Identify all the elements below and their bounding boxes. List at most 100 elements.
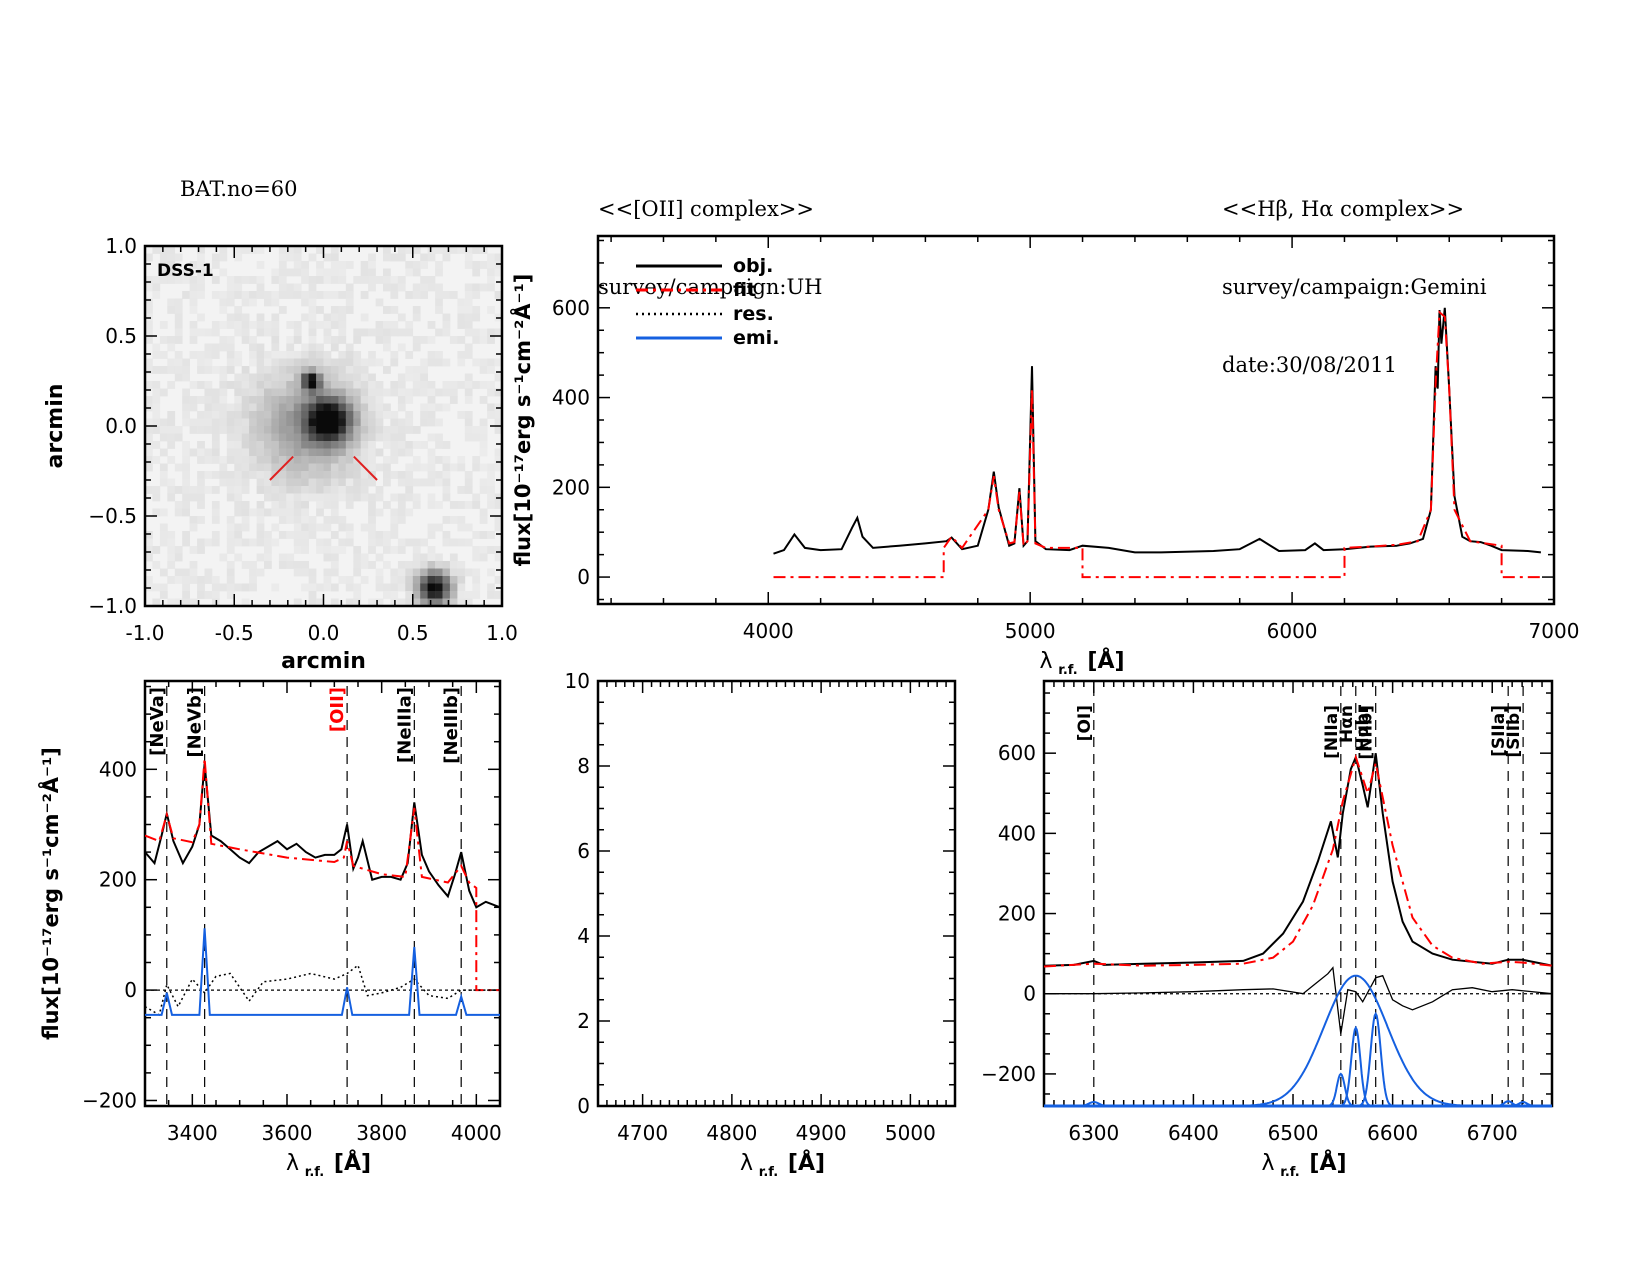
image-pixel: [435, 553, 443, 562]
halpha-ytick-label: −200: [981, 1062, 1036, 1086]
xlabel-lambda: λ: [1039, 649, 1052, 674]
image-pixel: [278, 478, 287, 487]
image-pixel: [145, 531, 153, 539]
image-pixel: [293, 366, 302, 374]
oii-ytick-label: 400: [99, 757, 137, 781]
image-pixel: [286, 471, 295, 479]
image-pixel: [420, 261, 428, 269]
image-pixel: [278, 246, 287, 254]
image-pixel: [420, 411, 428, 419]
image-pixel: [197, 418, 205, 427]
image-pixel: [368, 478, 376, 487]
oii-title: <<[OII] complex>>: [598, 197, 814, 221]
image-pixel: [249, 298, 257, 307]
image-pixel: [405, 493, 414, 502]
image-pixel: [182, 448, 190, 457]
image-pixel: [464, 253, 473, 262]
image-pixel: [264, 426, 272, 434]
image-pixel: [241, 276, 250, 284]
image-pixel: [330, 501, 339, 509]
image-pixel: [449, 516, 458, 524]
image-pixel: [472, 328, 481, 337]
image-pixel: [375, 568, 384, 577]
image-pixel: [308, 523, 317, 532]
image-pixel: [360, 396, 369, 404]
image-pixel: [226, 403, 235, 412]
image-pixel: [189, 576, 198, 584]
image-pixel: [264, 463, 272, 472]
image-pixel: [375, 388, 384, 397]
image-pixel: [464, 591, 473, 599]
image-pixel: [390, 591, 399, 599]
image-pixel: [405, 373, 414, 382]
image-pixel: [234, 441, 243, 449]
image-pixel: [197, 276, 205, 284]
image-pixel: [316, 358, 324, 367]
image-pixel: [286, 358, 295, 367]
image-pixel: [390, 471, 399, 479]
image-pixel: [249, 411, 257, 419]
image-pixel: [457, 516, 466, 524]
image-pixel: [204, 396, 213, 404]
image-pixel: [226, 471, 235, 479]
image-pixel: [427, 396, 436, 404]
image-pixel: [234, 291, 243, 299]
image-pixel: [442, 478, 451, 487]
image-pixel: [264, 298, 272, 307]
image-pixel: [368, 508, 376, 517]
image-pixel: [427, 253, 436, 262]
image-pixel: [159, 268, 168, 277]
image-pixel: [323, 388, 332, 397]
image-pixel: [271, 343, 280, 352]
image-pixel: [405, 471, 414, 479]
image-pixel: [353, 358, 362, 367]
image-pixel: [427, 478, 436, 487]
image-pixel: [345, 366, 354, 374]
image-pixel: [256, 261, 265, 269]
series-fit: [773, 310, 1541, 579]
image-pixel: [182, 358, 190, 367]
legend-label-2: res.: [733, 303, 774, 325]
oii-xtick-label: 3400: [167, 1121, 218, 1145]
image-pixel: [278, 448, 287, 457]
image-pixel: [264, 538, 272, 547]
image-pixel: [383, 478, 391, 487]
image-pixel: [390, 583, 399, 592]
image-pixel: [278, 366, 287, 374]
image-pixel: [457, 298, 466, 307]
image-pixel: [405, 598, 414, 607]
image-pixel: [152, 456, 161, 464]
image-pixel: [338, 291, 347, 299]
image-pixel: [241, 448, 250, 457]
image-pixel: [286, 253, 295, 262]
image-pixel: [368, 328, 376, 337]
oii-series-obj: [145, 763, 500, 909]
image-pixel: [301, 358, 309, 367]
image-pixel: [293, 336, 302, 344]
image-pixel: [390, 306, 399, 314]
halpha-line-label: [OI]: [1075, 705, 1095, 741]
image-pixel: [286, 478, 295, 487]
image-pixel: [152, 343, 161, 352]
image-pixel: [182, 291, 190, 299]
image-pixel: [286, 508, 295, 517]
image-pixel: [316, 486, 324, 494]
image-pixel: [345, 403, 354, 412]
image-pixel: [301, 343, 309, 352]
image-pixel: [174, 306, 183, 314]
image-pixel: [390, 283, 399, 292]
image-pixel: [174, 358, 183, 367]
image-pixel: [316, 381, 324, 389]
image-pixel: [464, 306, 473, 314]
image-pixel: [159, 261, 168, 269]
image-pixel: [167, 418, 176, 427]
image-pixel: [234, 373, 243, 382]
image-pixel: [316, 538, 324, 547]
image-pixel: [249, 471, 257, 479]
image-pixel: [278, 358, 287, 367]
image-pixel: [442, 246, 451, 254]
image-pixel: [189, 261, 198, 269]
image-pixel: [293, 373, 302, 382]
image-pixel: [226, 478, 235, 487]
image-pixel: [189, 448, 198, 457]
